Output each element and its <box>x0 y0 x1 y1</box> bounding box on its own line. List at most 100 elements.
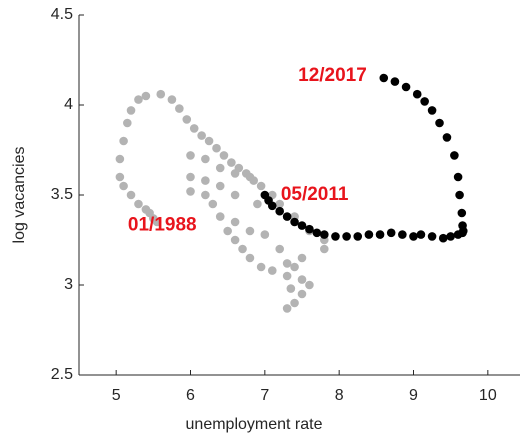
point <box>446 232 455 241</box>
point <box>238 244 247 254</box>
point <box>119 181 128 191</box>
point <box>450 151 459 160</box>
point <box>438 233 448 243</box>
point <box>282 271 292 281</box>
annotation: 01/1988 <box>128 215 197 236</box>
point <box>290 217 299 227</box>
point <box>245 226 255 236</box>
point <box>227 158 236 167</box>
annotation: 12/2017 <box>298 65 367 86</box>
point <box>189 124 199 133</box>
point <box>453 230 463 239</box>
point <box>256 262 266 272</box>
point <box>455 190 464 200</box>
point <box>156 89 166 99</box>
point <box>215 212 225 221</box>
point <box>342 232 351 241</box>
y-tick-label: 3 <box>64 276 73 293</box>
point <box>386 228 396 238</box>
point <box>260 190 270 200</box>
point <box>126 106 136 115</box>
point <box>305 280 314 290</box>
point <box>401 82 411 92</box>
point <box>290 298 299 308</box>
point <box>297 289 307 299</box>
point <box>253 199 262 209</box>
point <box>175 104 184 113</box>
point <box>286 284 296 293</box>
point <box>275 206 285 216</box>
point <box>267 266 277 275</box>
point <box>115 154 125 164</box>
point <box>230 190 240 200</box>
point <box>427 106 437 115</box>
point <box>215 163 225 173</box>
point <box>186 151 195 160</box>
point <box>297 253 307 263</box>
point <box>186 187 195 196</box>
point <box>245 253 255 263</box>
point <box>442 133 452 142</box>
point <box>201 176 210 185</box>
point <box>215 181 225 191</box>
point <box>230 169 240 178</box>
point <box>435 118 444 128</box>
point <box>320 230 329 239</box>
y-tick-label: 2.5 <box>51 366 73 383</box>
x-axis-label: unemployment rate <box>186 416 323 433</box>
x-tick-label: 7 <box>260 387 269 404</box>
y-tick-label: 4.5 <box>51 6 73 23</box>
point <box>152 217 162 227</box>
point <box>201 154 210 164</box>
point <box>134 95 143 104</box>
x-tick-label: 9 <box>409 387 418 404</box>
point <box>141 91 151 101</box>
y-axis-label: log vacancies <box>11 147 28 244</box>
point <box>320 244 329 254</box>
point <box>457 208 467 218</box>
point <box>364 230 374 239</box>
point <box>182 115 192 124</box>
point <box>123 118 132 128</box>
point <box>275 244 285 254</box>
point <box>167 95 177 104</box>
point <box>245 172 255 182</box>
annotation: 05/2011 <box>281 184 349 205</box>
point <box>126 190 136 200</box>
point <box>208 199 218 209</box>
point <box>115 172 125 182</box>
point <box>256 181 266 191</box>
point <box>409 232 418 241</box>
point <box>331 232 340 241</box>
point <box>375 230 385 239</box>
point <box>390 77 400 86</box>
x-tick-label: 10 <box>479 387 497 404</box>
point <box>212 143 221 153</box>
point <box>219 151 229 160</box>
point <box>223 226 232 236</box>
x-tick-label: 8 <box>335 387 344 404</box>
point <box>297 275 307 284</box>
point <box>119 136 128 146</box>
point <box>186 172 195 182</box>
y-tick-label: 4 <box>64 96 73 113</box>
point <box>230 217 240 227</box>
point <box>312 228 322 238</box>
point <box>134 199 143 209</box>
x-tick-label: 6 <box>186 387 195 404</box>
point <box>416 230 426 239</box>
y-tick-label: 3.5 <box>51 186 73 203</box>
point <box>412 89 422 99</box>
point <box>297 221 307 230</box>
point <box>427 232 437 241</box>
point <box>305 224 314 234</box>
x-tick-label: 5 <box>112 387 121 404</box>
point <box>282 212 292 221</box>
point <box>204 136 214 146</box>
point <box>230 235 240 245</box>
point <box>260 230 270 239</box>
point <box>290 262 299 272</box>
point <box>353 232 363 241</box>
